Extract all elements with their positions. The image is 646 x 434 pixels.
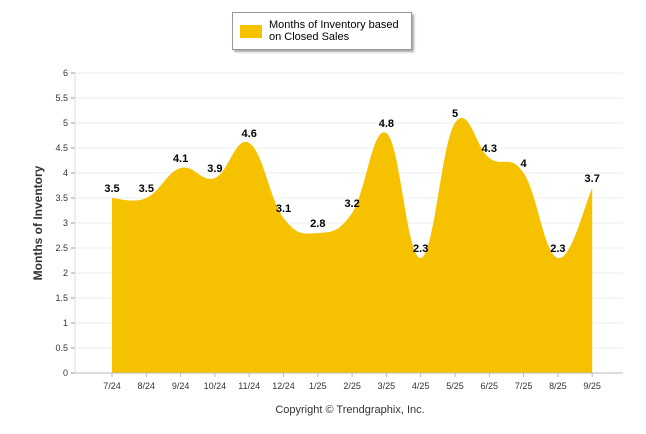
- copyright-text: Copyright © Trendgraphix, Inc.: [275, 404, 425, 416]
- data-label: 3.7: [585, 173, 600, 185]
- x-tick-label: 2/25: [343, 381, 361, 391]
- legend[interactable]: Months of Inventory based on Closed Sale…: [232, 12, 412, 50]
- x-tick-label: 8/24: [138, 381, 156, 391]
- x-tick-label: 5/25: [446, 381, 464, 391]
- y-tick-label: 3.5: [55, 193, 68, 203]
- y-tick-label: 0: [63, 368, 68, 378]
- y-tick-label: 3: [63, 218, 68, 228]
- x-tick-label: 9/24: [172, 381, 190, 391]
- x-tick-labels: 7/24 8/24 9/24 10/24 11/24 12/24 1/25 2/25 3/25 4…: [103, 373, 601, 391]
- data-label: 2.3: [550, 243, 565, 255]
- y-tick-label: 6: [63, 68, 68, 78]
- data-label: 4.1: [173, 153, 188, 165]
- data-label: 3.2: [344, 198, 359, 210]
- data-label: 4.6: [242, 128, 257, 140]
- data-label: 4: [521, 158, 528, 170]
- x-tick-label: 6/25: [481, 381, 499, 391]
- y-tick-label: 4.5: [55, 143, 68, 153]
- data-label: 5: [452, 108, 458, 120]
- data-label: 3.5: [139, 183, 154, 195]
- x-tick-label: 4/25: [412, 381, 430, 391]
- x-tick-label: 12/24: [272, 381, 295, 391]
- data-label: 3.1: [276, 203, 291, 215]
- y-tick-label: 1: [63, 318, 68, 328]
- y-tick-label: 1.5: [55, 293, 68, 303]
- y-tick-label: 2: [63, 268, 68, 278]
- x-tick-label: 8/25: [549, 381, 567, 391]
- data-label: 3.5: [104, 183, 119, 195]
- data-label: 4.3: [482, 143, 497, 155]
- y-axis-label: Months of Inventory: [31, 165, 45, 280]
- data-label: 2.8: [310, 218, 325, 230]
- data-label: 4.8: [379, 118, 394, 130]
- y-tick-label: 5.5: [55, 93, 68, 103]
- y-tick-label: 5: [63, 118, 68, 128]
- x-tick-label: 7/24: [103, 381, 121, 391]
- x-tick-label: 3/25: [378, 381, 396, 391]
- x-tick-label: 11/24: [238, 381, 260, 391]
- area-fill: [112, 117, 593, 374]
- x-tick-label: 7/25: [515, 381, 533, 391]
- data-labels: 3.5 3.5 4.1 3.9 4.6 3.1 2.8 3.2 4.8 2.3 5 4.3 4 2.3 3.…: [104, 108, 599, 255]
- x-tick-label: 10/24: [204, 381, 227, 391]
- x-tick-label: 1/25: [309, 381, 327, 391]
- axes: [74, 73, 623, 374]
- x-tick-label: 9/25: [583, 381, 601, 391]
- y-tick-labels: 0 0.5 1 1.5 2 2.5 3 3.5 4 4.5 5 5.5 6: [55, 68, 68, 378]
- y-tick-label: 4: [63, 168, 68, 178]
- data-label: 3.9: [207, 163, 222, 175]
- legend-label: Months of Inventory based on Closed Sale…: [269, 19, 399, 43]
- legend-swatch: [240, 25, 262, 38]
- data-label: 2.3: [413, 243, 428, 255]
- y-tick-label: 2.5: [55, 243, 68, 253]
- series-area: [111, 117, 593, 374]
- y-tick-label: 0.5: [55, 343, 68, 353]
